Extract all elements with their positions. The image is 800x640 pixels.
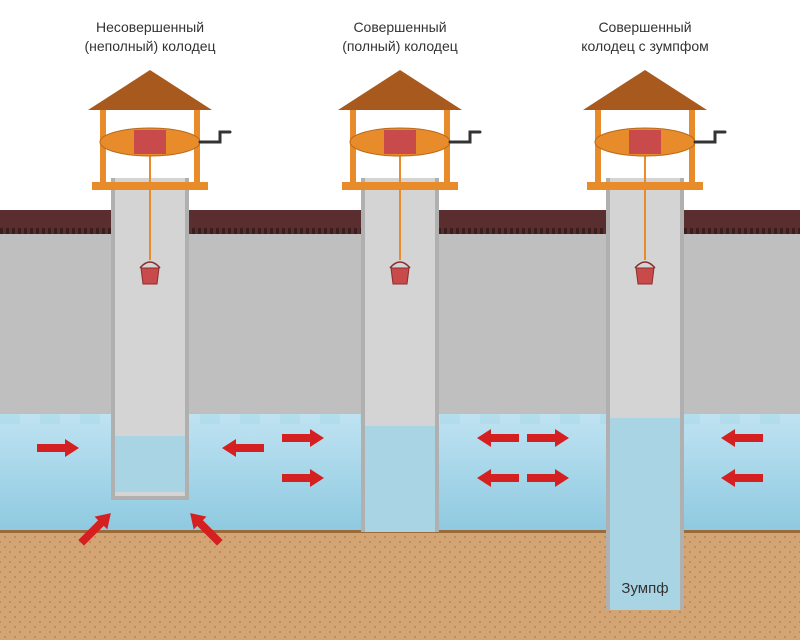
flow-arrow	[75, 519, 117, 537]
shaft-water	[115, 436, 185, 492]
flow-arrow	[527, 469, 569, 487]
sump-label: Зумпф	[595, 580, 695, 597]
flow-arrow	[477, 469, 519, 487]
bucket-icon	[389, 260, 411, 286]
diagram-stage: Несовершенный(неполный) колодец Совершенн…	[0, 0, 800, 640]
well-head-2	[320, 70, 500, 190]
flow-arrow	[721, 429, 763, 447]
flow-arrow	[527, 429, 569, 447]
well-title-2: Совершенный(полный) колодец	[290, 18, 510, 56]
well-title-3: Совершенныйколодец с зумпфом	[535, 18, 755, 56]
bucket-icon	[139, 260, 161, 286]
bucket-icon	[634, 260, 656, 286]
flow-arrow	[721, 469, 763, 487]
well-title-1: Несовершенный(неполный) колодец	[40, 18, 260, 56]
well-head-1	[70, 70, 250, 190]
well-head-3	[565, 70, 745, 190]
flow-arrow	[282, 469, 324, 487]
flow-arrow	[37, 439, 79, 457]
flow-arrow	[477, 429, 519, 447]
shaft-water	[365, 426, 435, 532]
flow-arrow	[282, 429, 324, 447]
flow-arrow	[222, 439, 264, 457]
flow-arrow	[184, 519, 226, 537]
